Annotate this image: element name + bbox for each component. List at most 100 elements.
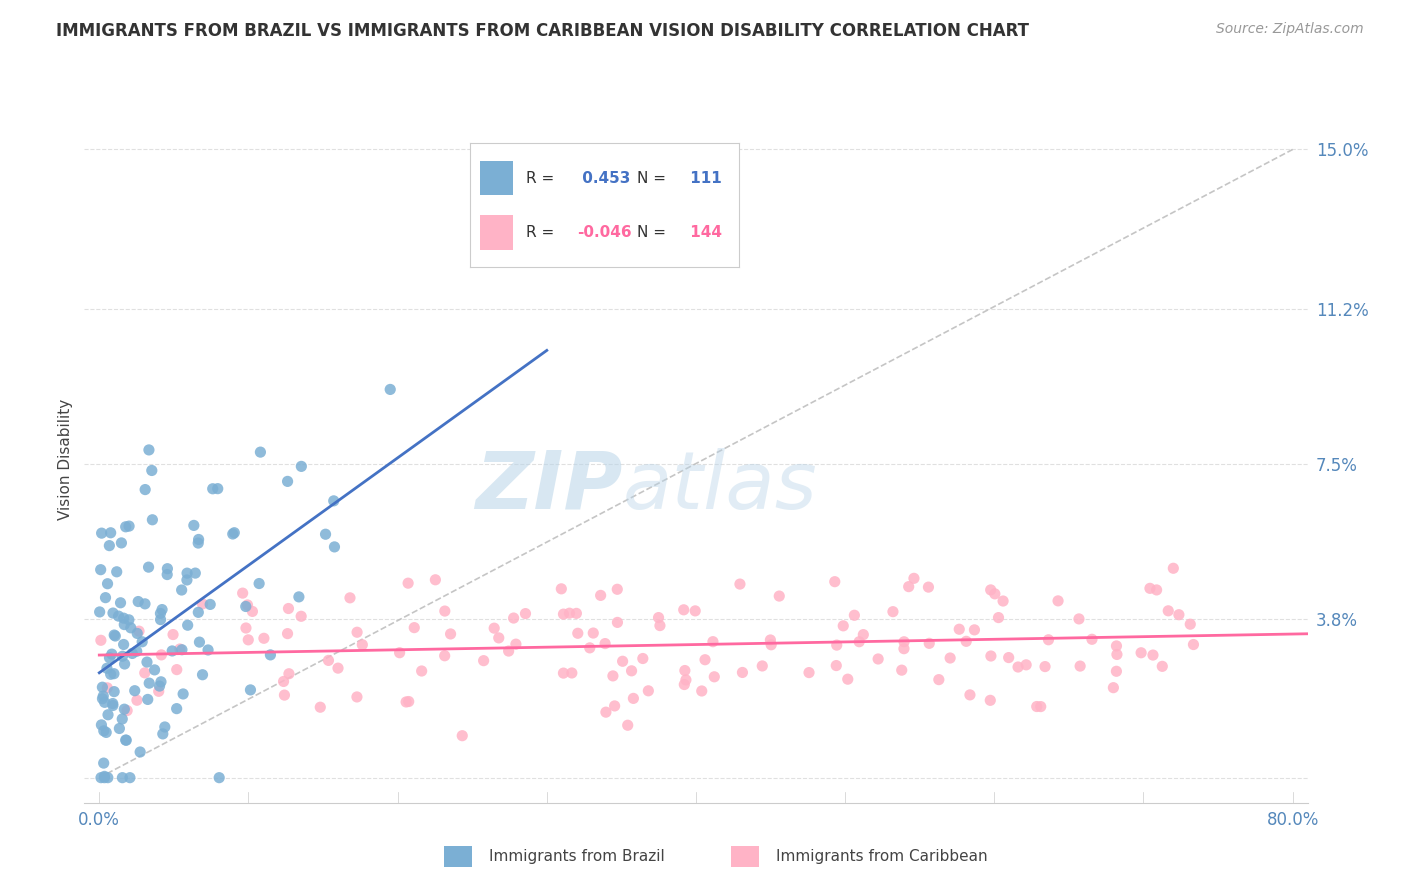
Point: [242, 604, 264, 618]
Point: [118, 519, 141, 533]
Point: [683, 604, 706, 618]
Point: [352, 638, 374, 652]
Point: [346, 625, 368, 640]
Point: [129, 745, 152, 759]
Point: [631, 651, 654, 665]
Point: [502, 611, 524, 625]
Point: [612, 654, 634, 668]
Point: [797, 665, 820, 680]
Point: [249, 445, 271, 459]
Point: [93, 769, 115, 783]
Point: [703, 670, 725, 684]
Point: [396, 576, 419, 591]
Point: [433, 604, 456, 618]
Point: [118, 771, 141, 785]
Text: Source: ZipAtlas.com: Source: ZipAtlas.com: [1216, 22, 1364, 37]
Point: [606, 615, 628, 630]
Point: [278, 666, 301, 681]
Point: [1152, 659, 1174, 673]
Point: [239, 682, 262, 697]
Point: [97, 707, 120, 722]
Point: [91, 680, 114, 694]
Point: [980, 582, 1002, 597]
Point: [979, 693, 1001, 707]
Point: [143, 663, 166, 677]
Point: [1146, 582, 1168, 597]
Point: [128, 624, 150, 639]
Point: [148, 679, 170, 693]
Point: [125, 693, 148, 707]
Point: [326, 661, 349, 675]
Point: [273, 674, 295, 689]
Point: [595, 705, 617, 719]
Point: [90, 633, 112, 648]
Point: [488, 631, 510, 645]
Point: [115, 704, 138, 718]
Point: [582, 626, 605, 640]
Point: [1007, 660, 1029, 674]
Point: [1033, 659, 1056, 673]
Point: [114, 733, 136, 747]
Point: [1029, 699, 1052, 714]
Point: [903, 571, 925, 585]
Point: [837, 672, 859, 686]
Bar: [731, 846, 759, 867]
Point: [980, 648, 1002, 663]
Point: [191, 597, 214, 611]
Point: [290, 459, 312, 474]
Text: ZIP: ZIP: [475, 448, 623, 526]
Point: [89, 605, 111, 619]
Point: [1105, 648, 1128, 662]
Point: [398, 694, 420, 708]
Point: [191, 667, 214, 681]
Point: [148, 684, 170, 698]
Point: [277, 475, 299, 489]
Point: [138, 560, 160, 574]
Point: [90, 718, 112, 732]
Point: [1139, 582, 1161, 596]
Point: [963, 623, 986, 637]
Point: [183, 518, 205, 533]
Point: [96, 725, 118, 739]
Point: [103, 684, 125, 698]
Point: [150, 648, 173, 662]
Point: [103, 666, 125, 681]
Point: [176, 618, 198, 632]
Point: [917, 580, 939, 594]
Point: [134, 665, 156, 680]
Point: [101, 698, 124, 713]
Point: [136, 692, 159, 706]
Point: [236, 598, 259, 612]
Point: [1167, 607, 1189, 622]
Point: [1182, 638, 1205, 652]
Point: [388, 646, 411, 660]
Point: [105, 565, 128, 579]
Point: [118, 613, 141, 627]
Point: [997, 650, 1019, 665]
Point: [112, 617, 135, 632]
Point: [1105, 665, 1128, 679]
Point: [91, 691, 114, 706]
Point: [111, 649, 134, 664]
Point: [208, 771, 231, 785]
Point: [114, 657, 136, 671]
Point: [107, 609, 129, 624]
Point: [589, 588, 612, 602]
Point: [690, 684, 713, 698]
Point: [433, 648, 456, 663]
Point: [620, 664, 643, 678]
Point: [939, 651, 962, 665]
Point: [1102, 681, 1125, 695]
Bar: [444, 846, 472, 867]
Point: [166, 701, 188, 715]
Point: [101, 647, 124, 661]
Point: [201, 482, 224, 496]
Point: [238, 632, 260, 647]
Point: [565, 607, 588, 621]
Point: [987, 610, 1010, 624]
Point: [253, 632, 276, 646]
Point: [561, 665, 583, 680]
Point: [991, 594, 1014, 608]
Point: [602, 669, 624, 683]
Point: [1130, 646, 1153, 660]
